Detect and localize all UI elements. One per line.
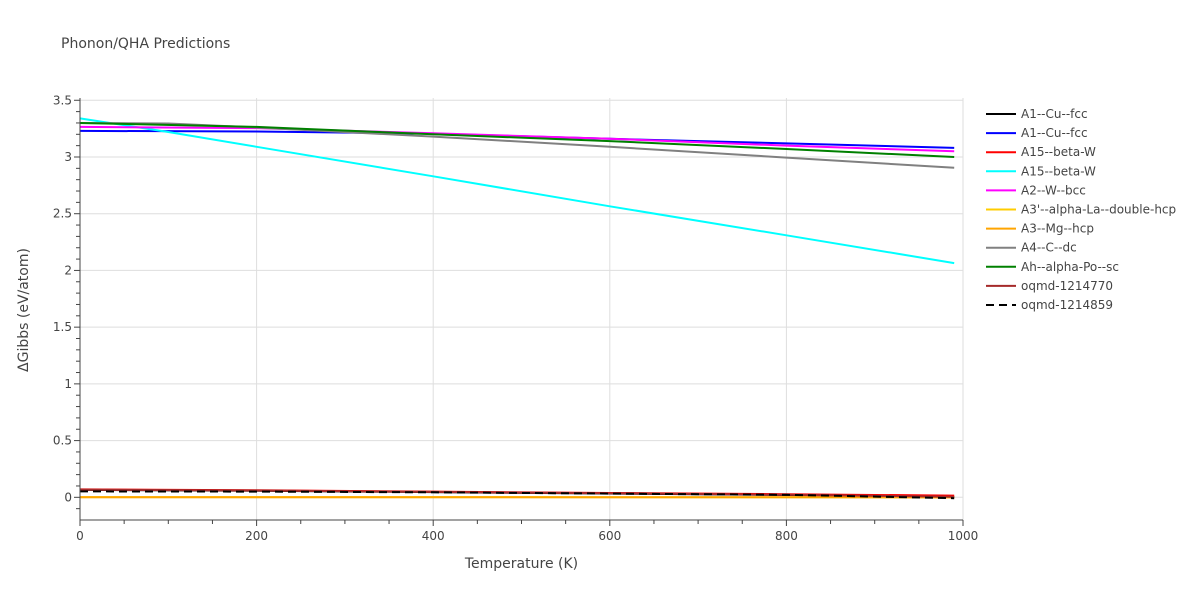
series-line-11 xyxy=(79,490,955,500)
series-line-9 xyxy=(79,122,955,158)
legend-label: oqmd-1214859 xyxy=(1021,298,1113,312)
legend-label: A2--W--bcc xyxy=(1021,183,1086,197)
legend-item[interactable]: A1--Cu--fcc xyxy=(986,126,1088,140)
series-line-4 xyxy=(79,117,955,265)
y-tick-label: 3.5 xyxy=(53,93,72,107)
legend-label: A3--Mg--hcp xyxy=(1021,222,1094,236)
legend-item[interactable]: Ah--alpha-Po--sc xyxy=(986,260,1119,274)
y-tick-label: 3 xyxy=(64,150,72,164)
x-tick-label: 600 xyxy=(598,529,621,543)
legend-item[interactable]: A15--beta-W xyxy=(986,164,1096,178)
y-tick-label: 0.5 xyxy=(53,434,72,448)
series-line-8 xyxy=(79,122,955,169)
y-tick-label: 2.5 xyxy=(53,207,72,221)
x-tick-label: 0 xyxy=(76,529,84,543)
axes-layer: 0 0.5 1 1.5 2 2.5 3 3.5 0 200 400 600 800 1000 xyxy=(53,93,978,543)
legend-label: oqmd-1214770 xyxy=(1021,279,1113,293)
x-tick-label: 1000 xyxy=(948,529,979,543)
series-line-5 xyxy=(79,125,955,153)
x-tick-label: 200 xyxy=(245,529,268,543)
legend-label: A15--beta-W xyxy=(1021,145,1096,159)
y-tick-label: 1.5 xyxy=(53,320,72,334)
x-axis-title: Temperature (K) xyxy=(464,556,578,572)
legend-label: Ah--alpha-Po--sc xyxy=(1021,260,1119,274)
y-tick-label: 1 xyxy=(64,377,72,391)
legend-item[interactable]: A1--Cu--fcc xyxy=(986,107,1088,121)
legend-item[interactable]: oqmd-1214859 xyxy=(986,298,1113,312)
legend-item[interactable]: oqmd-1214770 xyxy=(986,279,1113,293)
legend-item[interactable]: A15--beta-W xyxy=(986,145,1096,159)
legend-label: A1--Cu--fcc xyxy=(1021,126,1088,140)
y-tick-label: 2 xyxy=(64,263,72,277)
legend-label: A15--beta-W xyxy=(1021,164,1096,178)
x-tick-label: 400 xyxy=(422,529,445,543)
legend-label: A3'--alpha-La--double-hcp xyxy=(1021,203,1176,217)
grid-layer xyxy=(80,98,964,520)
legend-item[interactable]: A4--C--dc xyxy=(986,241,1077,255)
legend[interactable]: A1--Cu--fcc A1--Cu--fcc A15--beta-W A15--be… xyxy=(986,107,1176,312)
legend-item[interactable]: A3--Mg--hcp xyxy=(986,222,1094,236)
y-tick-label: 0 xyxy=(64,490,72,504)
legend-item[interactable]: A3'--alpha-La--double-hcp xyxy=(986,203,1176,217)
y-axis-title: ΔGibbs (eV/atom) xyxy=(16,248,32,372)
series-layer xyxy=(79,117,955,500)
legend-label: A4--C--dc xyxy=(1021,241,1077,255)
chart-title: Phonon/QHA Predictions xyxy=(61,36,231,52)
x-tick-label: 800 xyxy=(775,529,798,543)
legend-item[interactable]: A2--W--bcc xyxy=(986,183,1086,197)
legend-label: A1--Cu--fcc xyxy=(1021,107,1088,121)
